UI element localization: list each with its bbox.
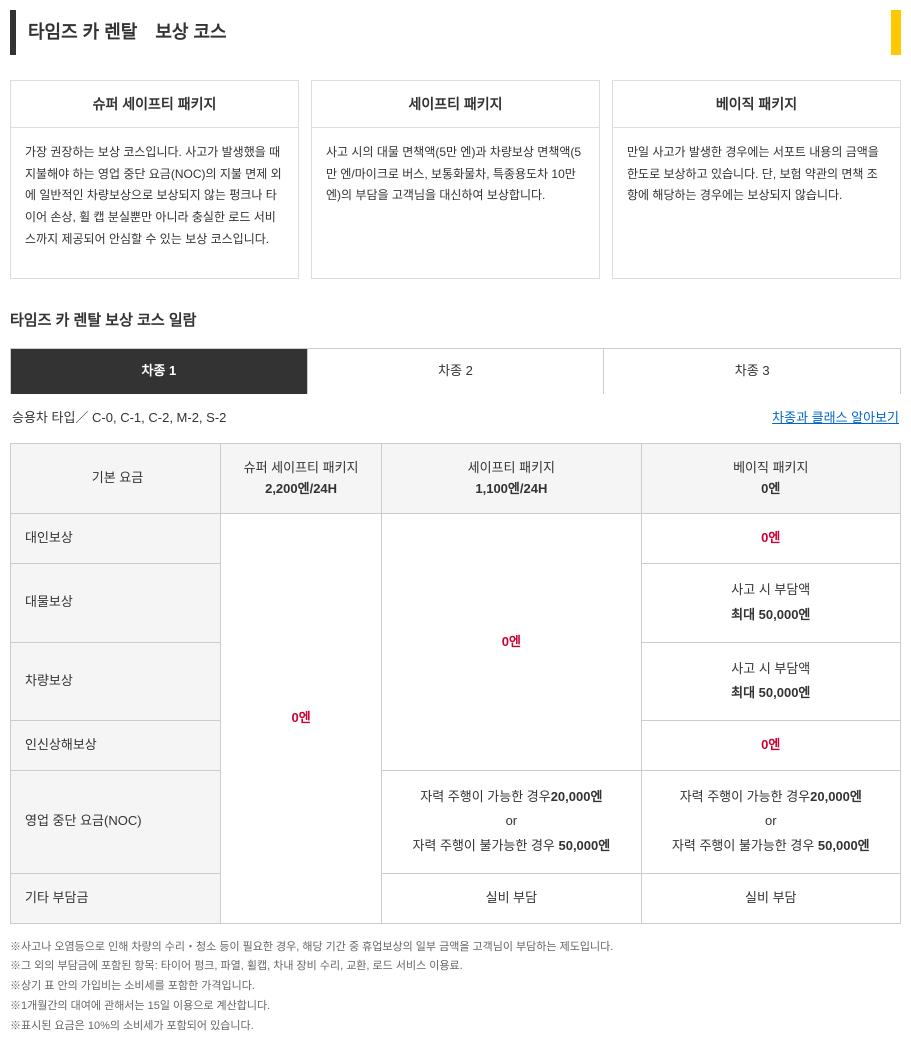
- head-safety: 세이프티 패키지 1,100엔/24H: [382, 443, 641, 514]
- cell-basic-vehicle: 사고 시 부담액 최대 50,000엔: [641, 642, 900, 720]
- noc-or: or: [506, 813, 518, 828]
- comparison-table: 기본 요금 슈퍼 세이프티 패키지 2,200엔/24H 세이프티 패키지 1,…: [10, 443, 901, 924]
- package-body: 만일 사고가 발생한 경우에는 서포트 내용의 금액을 한도로 보상하고 있습니…: [613, 128, 900, 278]
- head-super-safety: 슈퍼 세이프티 패키지 2,200엔/24H: [221, 443, 382, 514]
- cell-safety-personal-to-injury: 0엔: [382, 514, 641, 770]
- notes: ※사고나 오염등으로 인해 차량의 수리・청소 등이 필요한 경우, 해당 기간…: [10, 938, 901, 1037]
- head-col-name: 슈퍼 세이프티 패키지: [244, 460, 359, 475]
- cell-basic-injury: 0엔: [641, 720, 900, 770]
- noc-drivable-label: 자력 주행이 가능한 경우: [420, 789, 550, 804]
- head-basic: 베이직 패키지 0엔: [641, 443, 900, 514]
- noc-drivable-label: 자력 주행이 가능한 경우: [680, 789, 810, 804]
- noc-notdrivable-amt: 50,000엔: [818, 838, 870, 853]
- cell-safety-noc: 자력 주행이 가능한 경우20,000엔 or 자력 주행이 불가능한 경우 5…: [382, 770, 641, 873]
- tab-vehicle-3[interactable]: 차종 3: [604, 349, 900, 394]
- table-row: 기타 부담금 실비 부담 실비 부담: [11, 873, 901, 923]
- head-base-fee: 기본 요금: [11, 443, 221, 514]
- package-body: 가장 권장하는 보상 코스입니다. 사고가 발생했을 때 지불해야 하는 영업 …: [11, 128, 298, 278]
- row-label-other: 기타 부담금: [11, 873, 221, 923]
- package-card-basic: 베이직 패키지 만일 사고가 발생한 경우에는 서포트 내용의 금액을 한도로 …: [612, 80, 901, 279]
- cell-basic-other: 실비 부담: [641, 873, 900, 923]
- package-cards: 슈퍼 세이프티 패키지 가장 권장하는 보상 코스입니다. 사고가 발생했을 때…: [10, 80, 901, 279]
- row-label-injury: 인신상해보상: [11, 720, 221, 770]
- tab-vehicle-2[interactable]: 차종 2: [308, 349, 605, 394]
- package-title: 세이프티 패키지: [312, 81, 599, 128]
- burden-amount: 최대 50,000엔: [731, 685, 810, 700]
- section-title: 타임즈 카 렌탈 보상 코스 일람: [10, 309, 901, 333]
- head-col-price: 1,100엔/24H: [392, 479, 630, 500]
- page-header: 타임즈 카 렌탈 보상 코스: [10, 10, 901, 55]
- noc-notdrivable-amt: 50,000엔: [558, 838, 610, 853]
- subheader: 승용차 타입／ C-0, C-1, C-2, M-2, S-2 차종과 클래스 …: [10, 394, 901, 443]
- cell-basic-property: 사고 시 부담액 최대 50,000엔: [641, 564, 900, 642]
- package-title: 베이직 패키지: [613, 81, 900, 128]
- cell-safety-other: 실비 부담: [382, 873, 641, 923]
- package-body: 사고 시의 대물 면책액(5만 엔)과 차량보상 면책액(5만 엔/마이크로 버…: [312, 128, 599, 278]
- note-line: ※사고나 오염등으로 인해 차량의 수리・청소 등이 필요한 경우, 해당 기간…: [10, 938, 901, 958]
- page-title: 타임즈 카 렌탈 보상 코스: [28, 18, 889, 47]
- head-col-name: 베이직 패키지: [733, 460, 808, 475]
- package-title: 슈퍼 세이프티 패키지: [11, 81, 298, 128]
- table-head-row: 기본 요금 슈퍼 세이프티 패키지 2,200엔/24H 세이프티 패키지 1,…: [11, 443, 901, 514]
- row-label-vehicle: 차량보상: [11, 642, 221, 720]
- head-col-price: 0엔: [652, 479, 890, 500]
- head-col-price: 2,200엔/24H: [231, 479, 371, 500]
- row-label-noc: 영업 중단 요금(NOC): [11, 770, 221, 873]
- row-label-property: 대물보상: [11, 564, 221, 642]
- table-row: 대인보상 0엔 0엔 0엔: [11, 514, 901, 564]
- zero-yen-value: 0엔: [761, 737, 780, 752]
- note-line: ※1개월간의 대여에 관해서는 15일 이용으로 계산합니다.: [10, 997, 901, 1017]
- burden-amount: 최대 50,000엔: [731, 607, 810, 622]
- package-card-safety: 세이프티 패키지 사고 시의 대물 면책액(5만 엔)과 차량보상 면책액(5만…: [311, 80, 600, 279]
- cell-basic-noc: 자력 주행이 가능한 경우20,000엔 or 자력 주행이 불가능한 경우 5…: [641, 770, 900, 873]
- note-line: ※표시된 요금은 10%의 소비세가 포함되어 있습니다.: [10, 1017, 901, 1037]
- head-col-name: 세이프티 패키지: [468, 460, 555, 475]
- tabs: 차종 1 차종 2 차종 3: [10, 348, 901, 394]
- table-row: 영업 중단 요금(NOC) 자력 주행이 가능한 경우20,000엔 or 자력…: [11, 770, 901, 873]
- noc-notdrivable-label: 자력 주행이 불가능한 경우: [412, 838, 558, 853]
- vehicle-type-label: 승용차 타입／ C-0, C-1, C-2, M-2, S-2: [12, 408, 226, 429]
- row-label-personal: 대인보상: [11, 514, 221, 564]
- tab-vehicle-1[interactable]: 차종 1: [11, 349, 308, 394]
- package-card-super-safety: 슈퍼 세이프티 패키지 가장 권장하는 보상 코스입니다. 사고가 발생했을 때…: [10, 80, 299, 279]
- noc-drivable-amt: 20,000엔: [810, 789, 862, 804]
- cell-super-safety-all: 0엔: [221, 514, 382, 923]
- note-line: ※그 외의 부담금에 포함된 항목: 타이어 펑크, 파열, 휠캡, 차내 장비…: [10, 957, 901, 977]
- cell-basic-personal: 0엔: [641, 514, 900, 564]
- noc-notdrivable-label: 자력 주행이 불가능한 경우: [672, 838, 818, 853]
- zero-yen-value: 0엔: [291, 710, 310, 725]
- burden-label: 사고 시 부담액: [731, 661, 810, 676]
- vehicle-class-link[interactable]: 차종과 클래스 알아보기: [772, 408, 899, 429]
- zero-yen-value: 0엔: [761, 530, 780, 545]
- zero-yen-value: 0엔: [502, 634, 521, 649]
- noc-or: or: [765, 813, 777, 828]
- note-line: ※상기 표 안의 가입비는 소비세를 포함한 가격입니다.: [10, 977, 901, 997]
- burden-label: 사고 시 부담액: [731, 582, 810, 597]
- noc-drivable-amt: 20,000엔: [551, 789, 603, 804]
